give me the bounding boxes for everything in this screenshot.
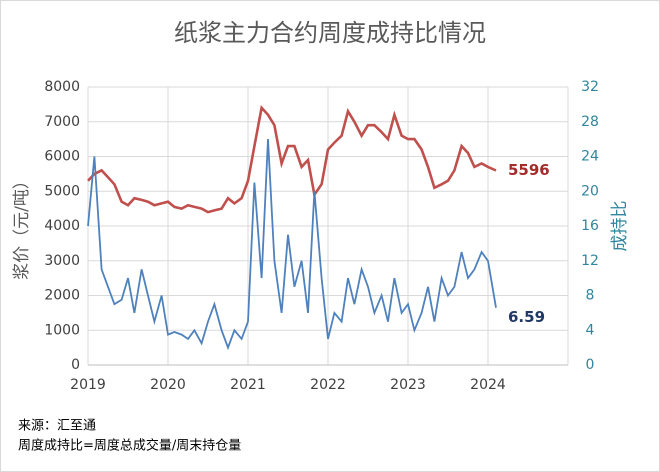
y2-tick-label: 28 — [581, 114, 599, 130]
end-label: 5596 — [508, 161, 550, 179]
y-tick-label: 5000 — [44, 183, 80, 199]
y-axis-label: 浆价（元/吨） — [12, 172, 32, 280]
x-tick-label: 2020 — [150, 377, 186, 393]
y2-tick-label: 8 — [586, 288, 595, 304]
x-tick-label: 2019 — [70, 377, 106, 393]
y-tick-label: 8000 — [44, 79, 80, 95]
series-line — [87, 139, 497, 351]
x-tick-label: 2021 — [230, 377, 266, 393]
note: 来源：汇至通 — [18, 419, 96, 434]
y2-tick-label: 24 — [581, 149, 599, 165]
y2-tick-label: 0 — [586, 357, 595, 373]
y2-tick-label: 12 — [581, 253, 599, 269]
series-line — [87, 105, 497, 214]
y-tick-label: 7000 — [44, 114, 80, 130]
y2-tick-label: 16 — [581, 218, 599, 234]
end-label: 6.59 — [508, 308, 545, 326]
chart-title: 纸浆主力合约周度成持比情况 — [174, 19, 486, 47]
x-tick-label: 2024 — [470, 377, 506, 393]
y-tick-label: 2000 — [44, 288, 80, 304]
y2-tick-label: 20 — [581, 183, 599, 199]
y-tick-label: 4000 — [44, 218, 80, 234]
x-tick-label: 2023 — [390, 377, 426, 393]
x-tick-label: 2022 — [310, 377, 346, 393]
y2-axis-label: 成持比 — [610, 201, 630, 252]
y2-tick-label: 4 — [586, 322, 595, 338]
y-tick-label: 1000 — [44, 322, 80, 338]
y-tick-label: 0 — [71, 357, 80, 373]
y2-tick-label: 32 — [581, 79, 599, 95]
y-tick-label: 6000 — [44, 149, 80, 165]
note: 周度成持比=周度总成交量/周末持仓量 — [18, 438, 241, 454]
y-tick-label: 3000 — [44, 253, 80, 269]
